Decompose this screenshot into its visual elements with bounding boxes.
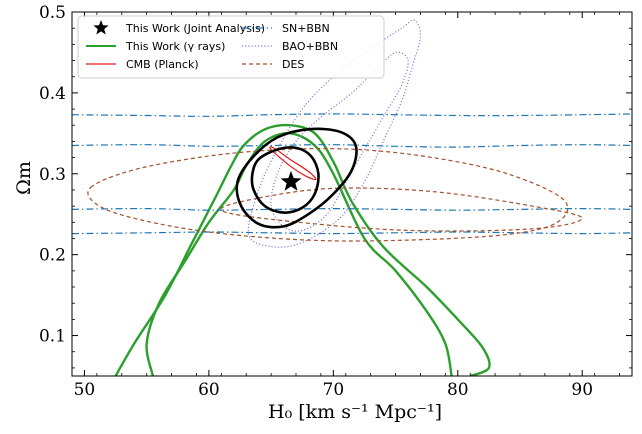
legend-star-marker	[93, 20, 109, 35]
contour-line	[72, 207, 632, 211]
contour-line	[250, 146, 320, 214]
legend-entry: CMB (Planck)	[86, 58, 199, 71]
x-tick-label: 70	[323, 380, 345, 400]
contour-line	[72, 113, 632, 117]
y-axis-label: Ωm	[13, 161, 35, 195]
legend-label: This Work (Joint Analysis)	[125, 22, 265, 35]
legend-label: This Work (γ rays)	[125, 40, 225, 53]
plot-frame	[71, 11, 633, 377]
legend-box	[77, 15, 385, 79]
contour-line	[269, 146, 317, 181]
y-tick-label: 0.4	[39, 84, 66, 104]
contour-line	[235, 127, 358, 229]
legend-label: DES	[282, 58, 304, 71]
best-fit-star	[280, 170, 302, 191]
x-tick-label: 90	[571, 380, 593, 400]
series-this-work-rays	[114, 123, 491, 376]
contour-line	[270, 51, 409, 232]
legend-label: BAO+BBN	[282, 40, 338, 53]
legend-entry: DES	[242, 58, 304, 71]
x-tick-label: 60	[198, 380, 220, 400]
y-tick-label: 0.1	[39, 327, 66, 347]
contour-line	[72, 231, 632, 235]
y-tick-label: 0.5	[39, 3, 66, 23]
legend-entry: This Work (γ rays)	[86, 40, 225, 53]
x-tick-label: 80	[447, 380, 469, 400]
legend-entry: This Work (Joint Analysis)	[93, 20, 265, 35]
legend-entry: BAO+BBN	[242, 40, 338, 53]
axis-labels: H₀ [km s⁻¹ Mpc⁻¹] Ωm	[13, 161, 442, 423]
contours-layer	[72, 19, 632, 376]
axes-frame	[71, 11, 633, 377]
contour-line	[114, 123, 491, 376]
legend-entry: SN+BBN	[242, 22, 330, 35]
legend-label: SN+BBN	[282, 22, 330, 35]
ticks-layer: 50 60 70 80 90 0.1 0.2 0.3 0.4 0.5	[39, 3, 632, 400]
y-tick-label: 0.2	[39, 246, 66, 266]
contour-line	[72, 144, 632, 148]
contour-line	[145, 132, 453, 376]
y-tick-label: 0.3	[39, 165, 66, 185]
series-cmb-planck	[269, 146, 317, 181]
x-axis-label: H₀ [km s⁻¹ Mpc⁻¹]	[268, 401, 442, 423]
series-des	[87, 148, 583, 242]
series-this-work-joint-analysis	[235, 127, 358, 229]
legend-label: CMB (Planck)	[126, 58, 199, 71]
legend: This Work (Joint Analysis) This Work (γ r…	[77, 15, 385, 79]
series-sn-bbn	[72, 113, 632, 235]
contour-line	[220, 187, 583, 232]
x-tick-label: 50	[74, 380, 96, 400]
